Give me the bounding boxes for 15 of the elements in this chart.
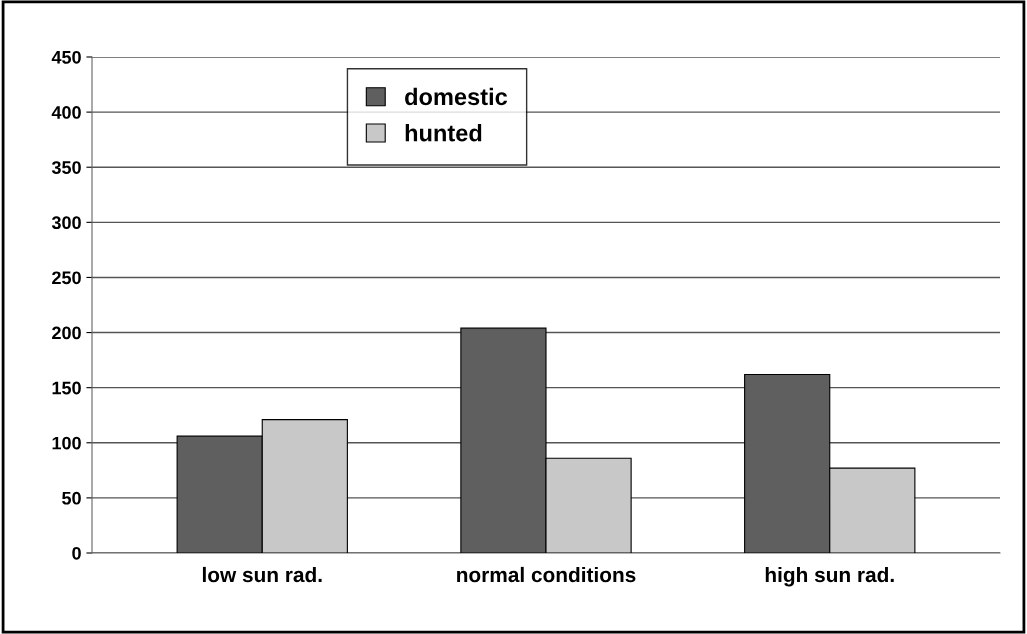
y-tick-label: 100 bbox=[52, 436, 81, 450]
y-tick-label: 350 bbox=[51, 161, 81, 174]
y-tick-label: 250 bbox=[52, 271, 81, 285]
x-tick-label: high sun rad. bbox=[765, 566, 894, 587]
y-tick-label: 300 bbox=[51, 216, 81, 230]
legend-label: hunted bbox=[405, 124, 482, 142]
y-tick-label: 400 bbox=[51, 106, 81, 119]
x-tick-label: normal conditions bbox=[457, 566, 636, 583]
x-tick-label: low sun rad. bbox=[202, 566, 322, 583]
legend-label: domestic bbox=[405, 87, 508, 106]
y-tick-label: 450 bbox=[51, 50, 81, 64]
y-tick-label: 50 bbox=[62, 491, 81, 505]
y-tick-label: 200 bbox=[52, 326, 81, 340]
y-tick-label: 0 bbox=[72, 546, 81, 560]
y-tick-label: 150 bbox=[52, 381, 81, 395]
